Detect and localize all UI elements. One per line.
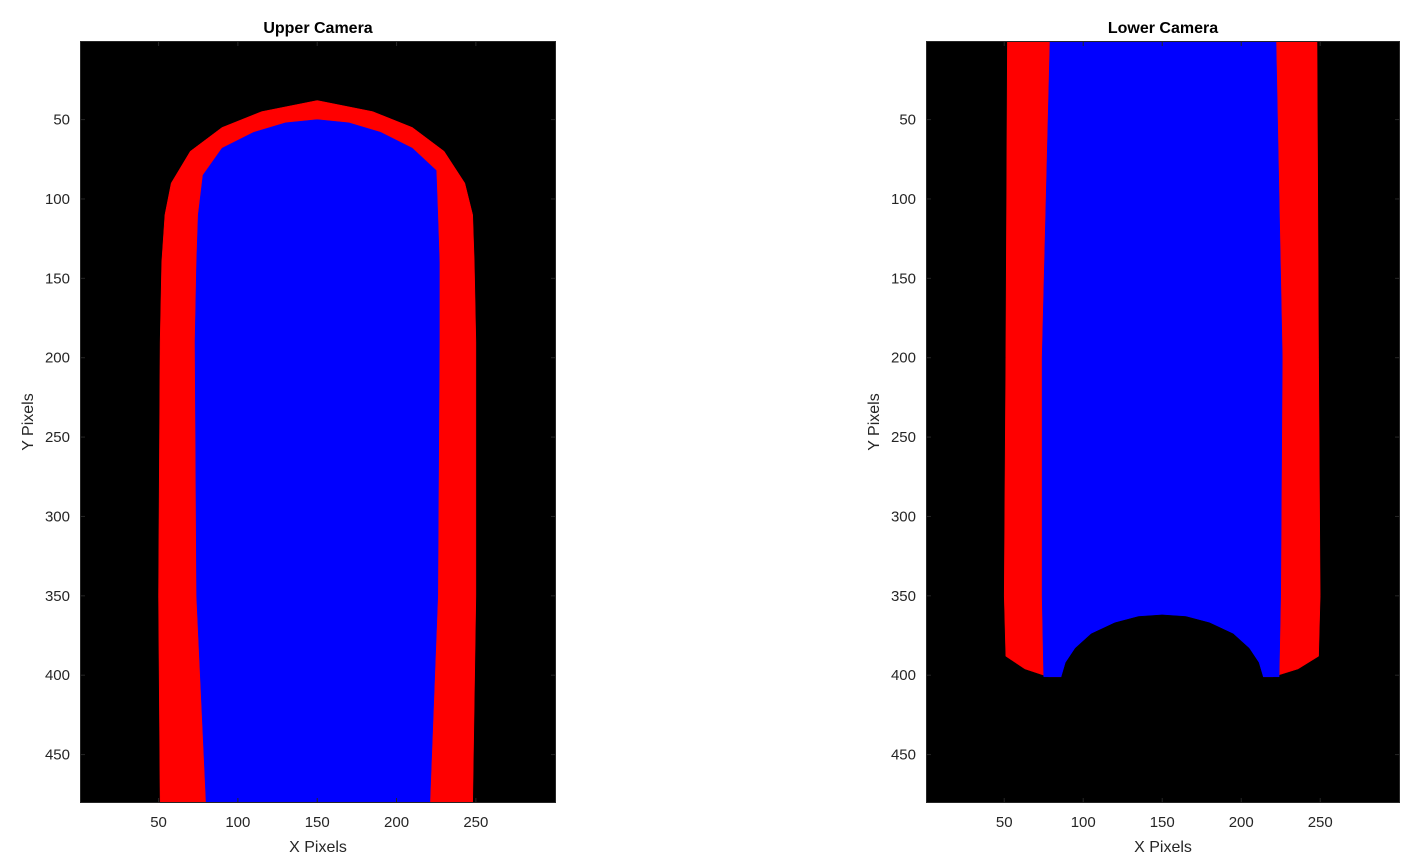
y-tick-label: 50 <box>899 112 916 129</box>
y-tick-label: 200 <box>45 350 70 367</box>
y-tick-label: 100 <box>891 191 916 208</box>
axes-0: 50 100 150 200 250 50 100 150 200 250 300 350 400 450… <box>20 20 556 856</box>
region-inner <box>194 119 440 803</box>
x-tick-label: 50 <box>996 814 1013 831</box>
axes-frame <box>926 41 1400 803</box>
x-tick-label: 250 <box>463 814 488 831</box>
y-tick-label: 150 <box>891 270 916 287</box>
x-tick-label: 150 <box>1150 814 1175 831</box>
y-tick-label: 400 <box>891 667 916 684</box>
axes-1: 50 100 150 200 250 50 100 150 200 250 300 350 400 450… <box>866 20 1400 856</box>
x-tick-label: 50 <box>150 814 167 831</box>
x-tick-label: 150 <box>305 814 330 831</box>
y-tick-label: 250 <box>891 429 916 446</box>
chart-title: Upper Camera <box>263 20 372 37</box>
y-tick-label: 300 <box>45 508 70 525</box>
x-tick-label: 100 <box>1071 814 1096 831</box>
y-tick-label: 250 <box>45 429 70 446</box>
y-tick-label: 150 <box>45 270 70 287</box>
image-regions <box>1003 41 1321 803</box>
y-tick-label: 350 <box>891 588 916 605</box>
y-axis-label: Y Pixels <box>20 393 37 451</box>
y-tick-label: 100 <box>45 191 70 208</box>
y-axis-label: Y Pixels <box>866 393 883 451</box>
x-tick-label: 250 <box>1308 814 1333 831</box>
y-tick-label: 50 <box>53 112 70 129</box>
x-axis-label: X Pixels <box>289 839 347 856</box>
y-tick-label: 450 <box>45 747 70 764</box>
axes-frame <box>80 41 556 803</box>
region-cutout <box>1060 614 1264 803</box>
x-tick-label: 100 <box>225 814 250 831</box>
y-tick-label: 200 <box>891 350 916 367</box>
y-tick-label: 450 <box>891 747 916 764</box>
y-tick-label: 350 <box>45 588 70 605</box>
chart-title: Lower Camera <box>1108 20 1218 37</box>
x-axis-label: X Pixels <box>1134 839 1192 856</box>
region-inner <box>1041 41 1283 678</box>
y-tick-label: 300 <box>891 508 916 525</box>
image-regions <box>158 100 477 803</box>
y-tick-label: 400 <box>45 667 70 684</box>
x-tick-label: 200 <box>1229 814 1254 831</box>
x-tick-label: 200 <box>384 814 409 831</box>
